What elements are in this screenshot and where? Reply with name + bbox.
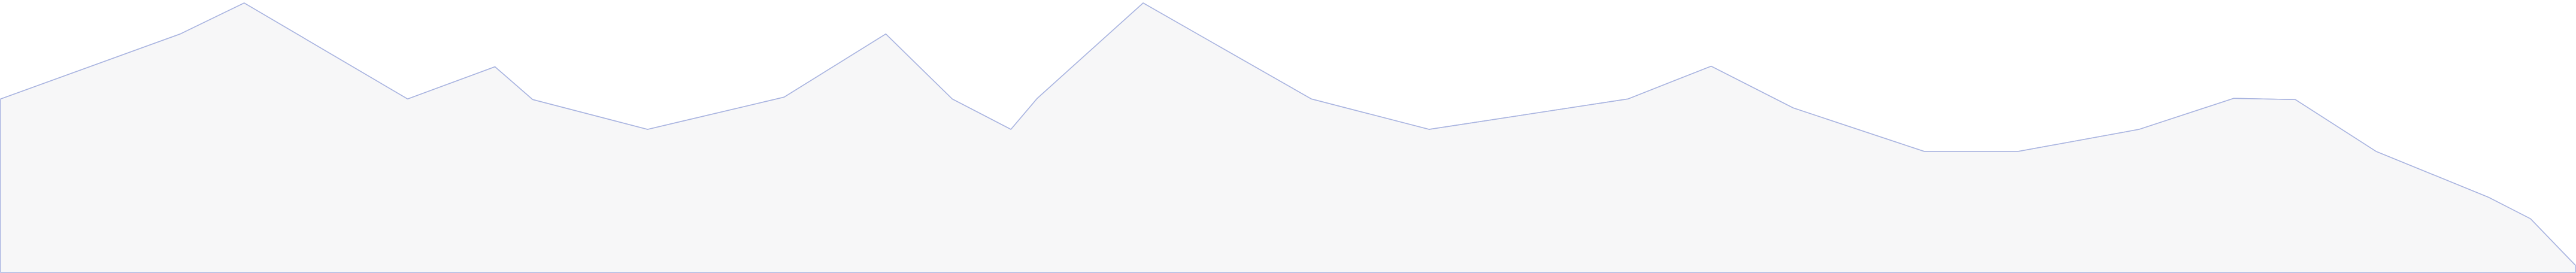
area-line-segment (180, 2, 245, 35)
area-line-segment (1037, 2, 1144, 99)
area-line-segment (1711, 65, 1793, 108)
area-line-segment (647, 96, 784, 130)
area-line-segment (2233, 98, 2296, 101)
area-line-segment (1142, 2, 1312, 99)
area-line-segment (885, 34, 953, 99)
area-line-segment (1429, 98, 1628, 130)
area-line-segment (2488, 196, 2531, 220)
area-line-segment (2375, 151, 2489, 198)
area-line-segment (951, 98, 1011, 130)
area-line-segment (1010, 98, 1038, 130)
area-line-segment (1628, 65, 1711, 99)
area-line-segment (2295, 99, 2377, 152)
area-line-segment (532, 99, 648, 130)
area-line-segment (783, 34, 886, 98)
area-line-segment (1311, 98, 1430, 130)
area-line-segment (2530, 218, 2576, 266)
area-line-segment (1793, 107, 1925, 152)
area-line-segment (2139, 98, 2234, 130)
area-line-segment (407, 66, 495, 99)
area-line-segment (495, 66, 534, 100)
area-line-segment (2018, 129, 2139, 152)
area-line-segment (244, 2, 408, 99)
area-line-segment (0, 34, 181, 99)
